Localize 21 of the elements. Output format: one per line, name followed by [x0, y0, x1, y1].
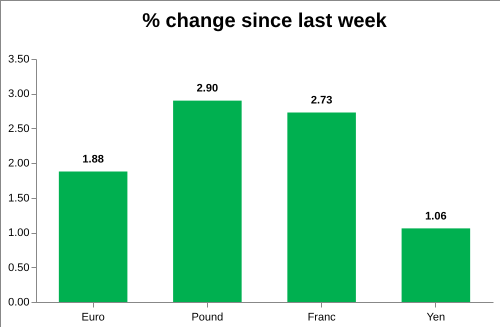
y-tick-label: 3.00	[8, 88, 30, 100]
y-tick-label: 0.50	[8, 262, 30, 274]
x-tick-label: Yen	[426, 312, 446, 324]
y-tick-label: 1.50	[8, 192, 30, 204]
bar	[402, 228, 470, 302]
x-tick-label: Franc	[308, 312, 336, 324]
bar	[58, 171, 128, 302]
x-tick-label: Pound	[191, 312, 224, 324]
bar	[287, 112, 356, 302]
data-label: 2.90	[196, 82, 218, 95]
y-tick-label: 2.00	[8, 158, 30, 170]
data-label: 2.73	[310, 94, 332, 106]
chart-title: % change since last week	[142, 10, 388, 32]
data-label: 1.88	[82, 153, 104, 166]
y-tick-label: 2.50	[8, 122, 30, 135]
y-tick-label: 1.00	[8, 227, 30, 240]
x-tick-label: Euro	[82, 312, 105, 324]
y-tick-label: 3.50	[8, 54, 30, 66]
y-tick-label: 0.00	[8, 296, 30, 308]
bar	[173, 100, 242, 302]
data-label: 1.06	[425, 210, 447, 222]
